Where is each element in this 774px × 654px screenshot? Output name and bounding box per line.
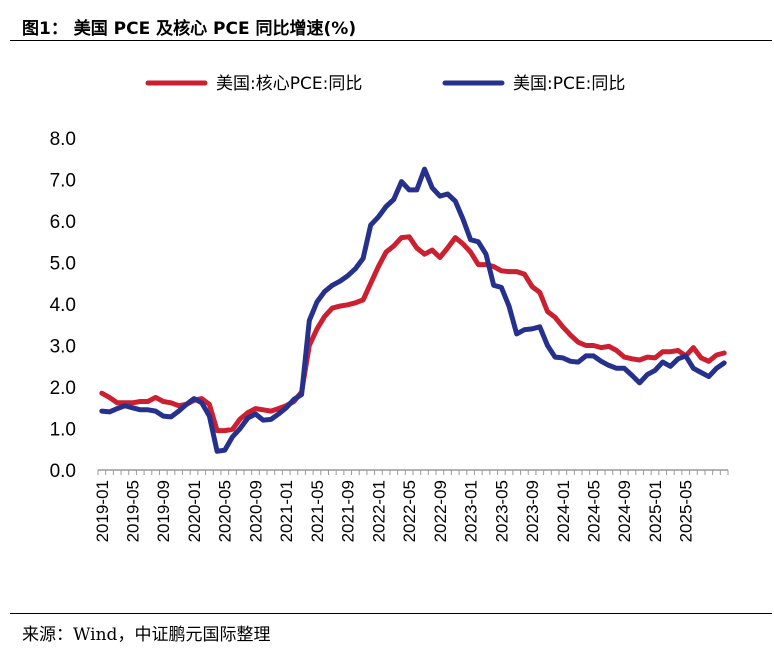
series-layer — [99, 166, 727, 454]
source-note: 来源：Wind，中证鹏元国际整理 — [22, 625, 271, 645]
x-tick-label: 2024-09 — [615, 480, 634, 542]
chart-title: 图1： 美国 PCE 及核心 PCE 同比增速(%) — [22, 19, 357, 39]
x-tick-label: 2020-05 — [216, 480, 235, 542]
x-tick-label: 2020-09 — [246, 480, 265, 542]
line-chart: 美国:核心PCE:同比 美国:PCE:同比 0.0 1.0 2.0 3.0 4.0 5.0… — [50, 74, 729, 542]
x-tick-label: 2019-01 — [93, 480, 112, 542]
x-axis: 2019-01 2019-05 2019-09 2020-01 2020-05 2020-… — [93, 469, 729, 542]
x-tick-label: 2019-09 — [154, 480, 173, 542]
y-axis: 0.0 1.0 2.0 3.0 4.0 5.0 6.0 7.0 8.0 — [50, 129, 76, 482]
legend: 美国:核心PCE:同比 美国:PCE:同比 — [145, 74, 625, 94]
x-tick-label: 2022-01 — [369, 480, 388, 542]
y-tick-label: 7.0 — [50, 171, 76, 192]
footer-divider — [10, 613, 772, 614]
y-tick-label: 0.0 — [50, 461, 76, 482]
x-tick-label: 2019-05 — [124, 480, 143, 542]
header-divider — [10, 40, 772, 41]
x-tick-label: 2023-05 — [492, 480, 511, 542]
x-tick-label: 2025-05 — [677, 480, 696, 542]
x-tick-label: 2021-05 — [308, 480, 327, 542]
legend-label-core-pce: 美国:核心PCE:同比 — [216, 74, 362, 94]
x-tick-label: 2024-05 — [584, 480, 603, 542]
x-tick-label: 2022-05 — [400, 480, 419, 542]
x-tick-label: 2021-01 — [277, 480, 296, 542]
legend-label-pce: 美国:PCE:同比 — [513, 74, 625, 94]
x-tick-label: 2023-09 — [523, 480, 542, 542]
y-tick-label: 5.0 — [50, 254, 76, 275]
y-tick-label: 1.0 — [50, 420, 76, 441]
x-tick-label: 2021-09 — [339, 480, 358, 542]
y-tick-label: 6.0 — [50, 212, 76, 233]
x-tick-label: 2022-09 — [431, 480, 450, 542]
y-tick-label: 2.0 — [50, 378, 76, 399]
series-line-pce — [99, 166, 727, 454]
x-tick-label: 2023-01 — [462, 480, 481, 542]
x-tick-label: 2024-01 — [554, 480, 573, 542]
series-line-core-pce — [99, 234, 727, 434]
x-tick-label: 2020-01 — [185, 480, 204, 542]
x-tick-label: 2025-01 — [646, 480, 665, 542]
y-tick-label: 3.0 — [50, 337, 76, 358]
y-tick-label: 8.0 — [50, 129, 76, 150]
y-tick-label: 4.0 — [50, 295, 76, 316]
